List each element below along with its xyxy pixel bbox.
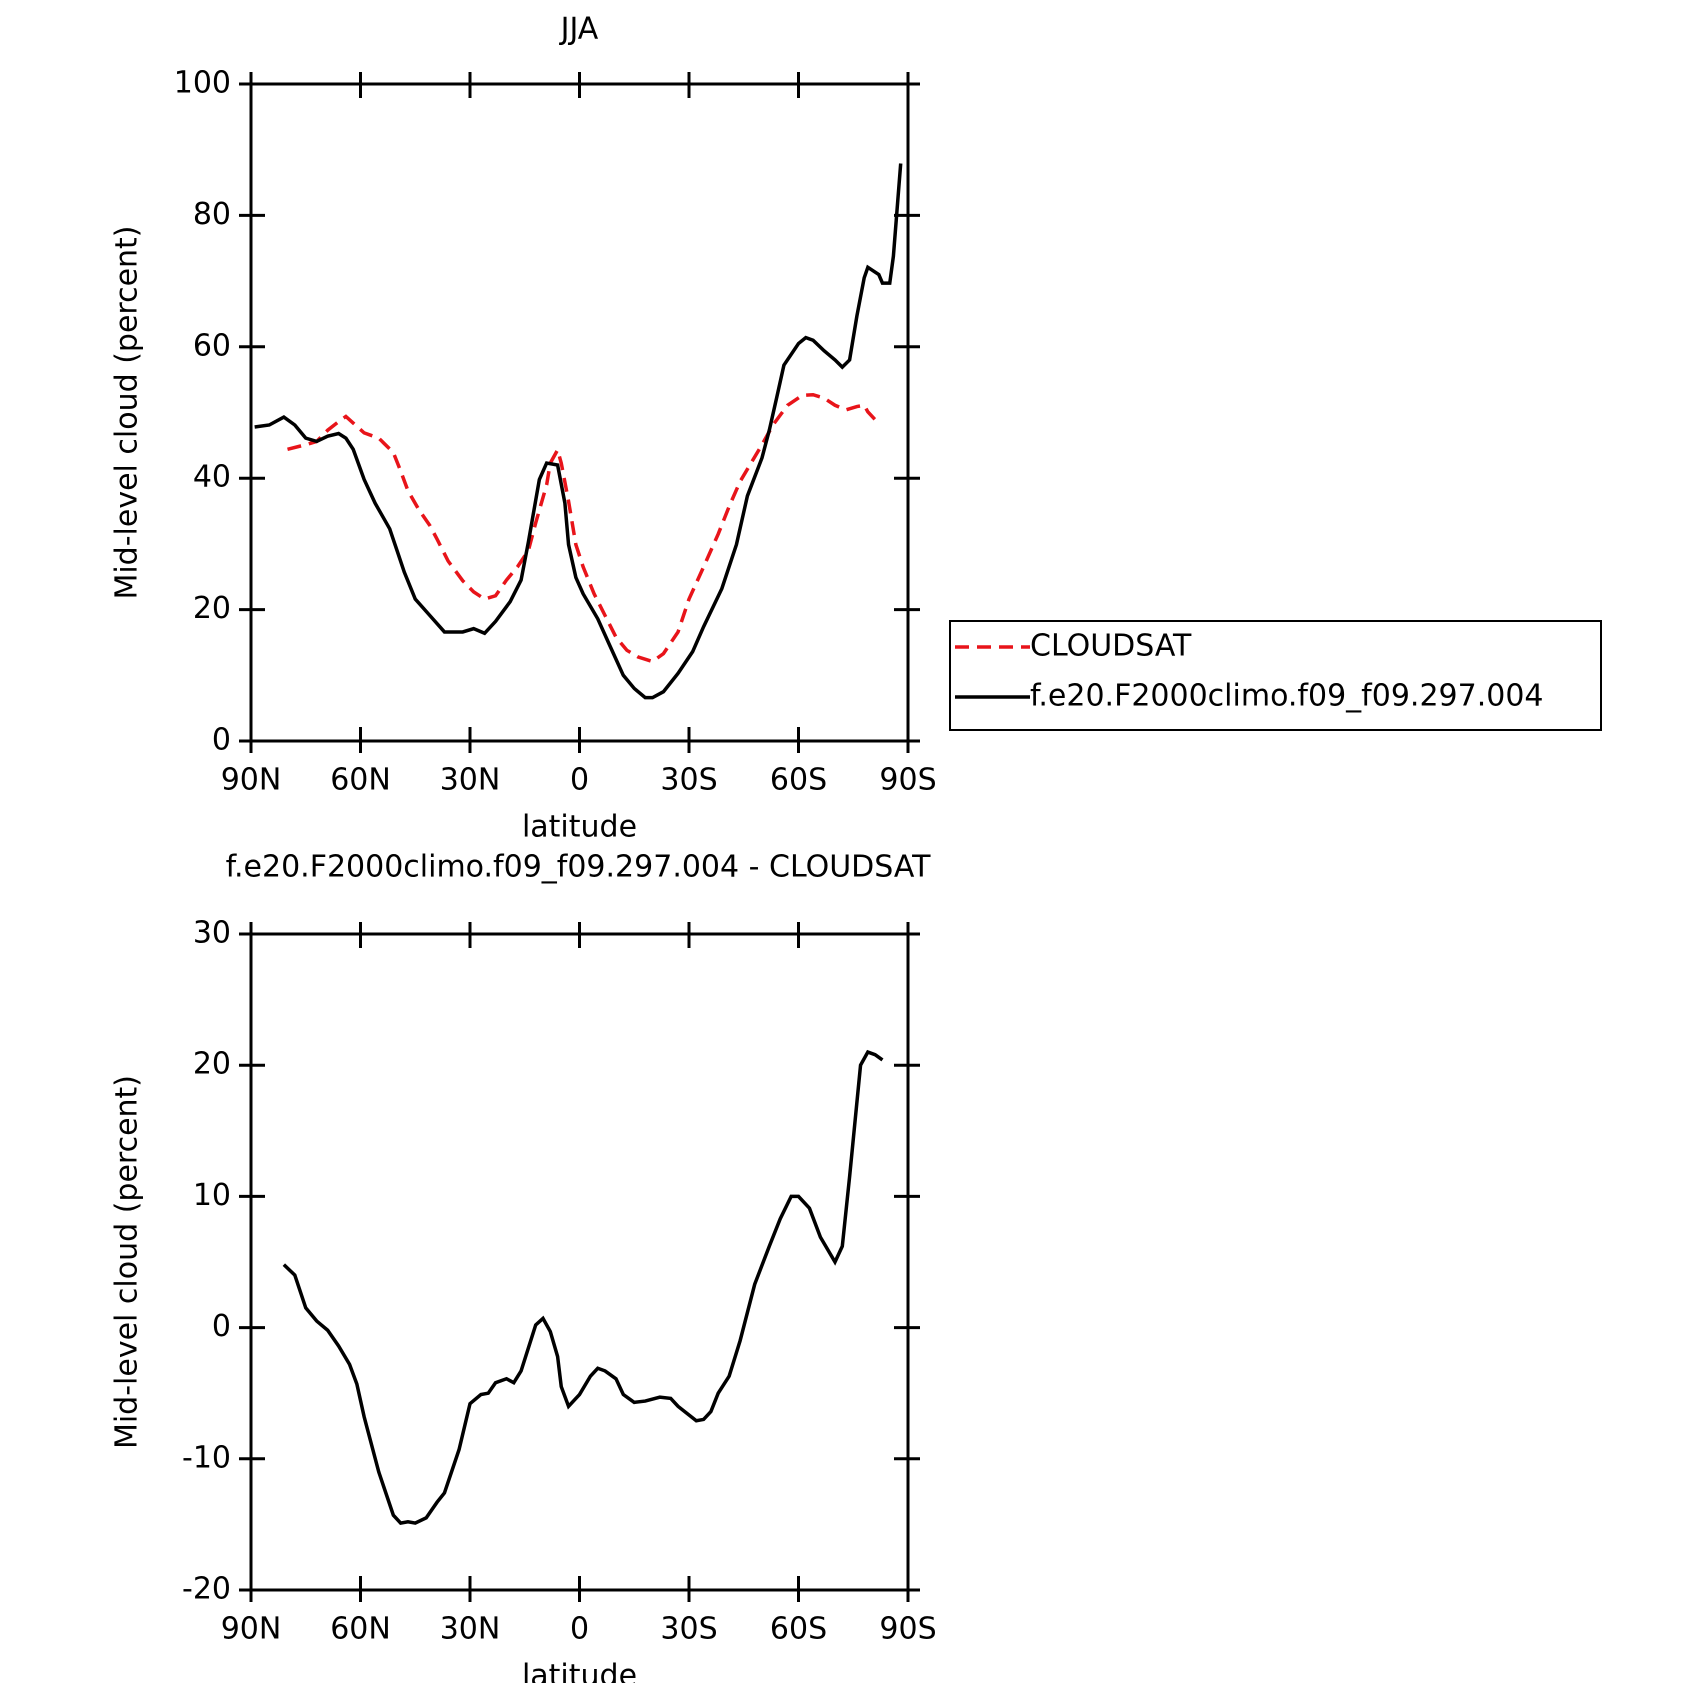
x-tick-label: 0 <box>570 763 589 798</box>
x-tick-label: 0 <box>570 1612 589 1647</box>
x-axis-label: latitude <box>522 1659 637 1683</box>
x-tick-label: 60S <box>770 1612 827 1647</box>
plot-frame <box>249 82 910 743</box>
data-line <box>254 163 903 700</box>
y-tick-label: -10 <box>182 1440 231 1475</box>
y-tick-label: 40 <box>193 460 231 495</box>
x-tick-label: 30N <box>440 1612 501 1647</box>
y-tick-label: 0 <box>212 723 231 758</box>
legend-label: f.e20.F2000climo.f09_f09.297.004 <box>1030 679 1544 714</box>
legend-label: CLOUDSAT <box>1030 629 1192 664</box>
plot-frame <box>249 932 910 1592</box>
y-tick-label: 100 <box>174 66 231 101</box>
y-tick-label: 10 <box>193 1178 231 1213</box>
x-tick-label: 30S <box>660 1612 717 1647</box>
x-tick-label: 60S <box>770 763 827 798</box>
y-tick-label: 60 <box>193 328 231 363</box>
x-tick-label: 90N <box>221 1612 282 1647</box>
x-tick-label: 60N <box>330 763 391 798</box>
y-tick-label: 80 <box>193 197 231 232</box>
data-line <box>287 392 877 664</box>
y-tick-label: 20 <box>193 591 231 626</box>
x-axis-label: latitude <box>522 810 637 845</box>
chart-title: JJA <box>559 12 599 47</box>
x-tick-label: 90N <box>221 763 282 798</box>
y-tick-label: 30 <box>193 916 231 951</box>
x-tick-label: 60N <box>330 1612 391 1647</box>
x-tick-label: 90S <box>879 763 936 798</box>
y-tick-label: -20 <box>182 1572 231 1607</box>
legend-box <box>949 620 1602 731</box>
chart-title: f.e20.F2000climo.f09_f09.297.004 - CLOUD… <box>226 850 931 885</box>
data-line <box>282 1049 884 1525</box>
y-axis-label: Mid-level cloud (percent) <box>110 1075 145 1449</box>
y-axis-label: Mid-level cloud (percent) <box>110 225 145 599</box>
y-tick-label: 0 <box>212 1309 231 1344</box>
x-tick-label: 90S <box>879 1612 936 1647</box>
y-tick-label: 20 <box>193 1047 231 1082</box>
x-tick-label: 30S <box>660 763 717 798</box>
x-tick-label: 30N <box>440 763 501 798</box>
